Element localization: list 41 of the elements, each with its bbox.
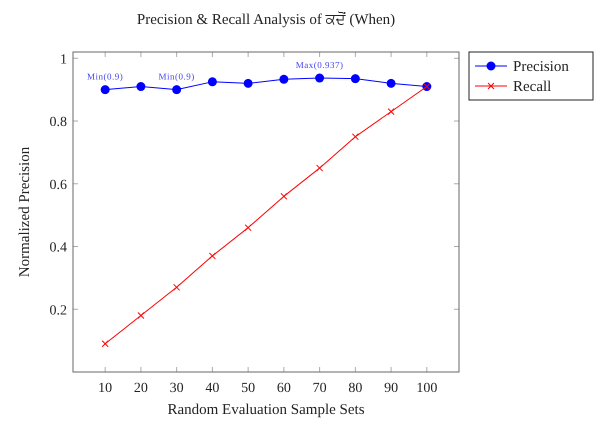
x-tick-label: 10: [98, 381, 112, 396]
y-tick-label: 0.6: [50, 178, 67, 193]
annotation: Min(0.9): [158, 72, 195, 82]
point: [244, 78, 253, 88]
point: [279, 74, 288, 84]
point: [386, 78, 396, 88]
point: [136, 82, 146, 92]
y-tick-label: 0.8: [50, 115, 67, 130]
annotation: Min(0.9): [87, 72, 124, 82]
x-tick-label: 70: [312, 381, 327, 396]
point: [208, 77, 217, 86]
chart-title: Precision & Recall Analysis of ਕਦੋਂ (When): [136, 11, 396, 28]
x-tick-label: 90: [384, 381, 398, 396]
y-tick-label: 1: [60, 52, 67, 68]
y-tick-label: 0.2: [50, 303, 67, 318]
point: [137, 312, 144, 320]
point: [208, 252, 216, 260]
legend-label: Recall: [513, 79, 552, 95]
point: [100, 85, 110, 94]
point: [244, 224, 252, 232]
point: [352, 133, 359, 140]
point: [173, 284, 180, 291]
point: [350, 74, 360, 84]
x-tick-label: 80: [348, 381, 362, 396]
legend-label: Precision: [513, 59, 570, 75]
x-tick-label: 20: [134, 381, 148, 396]
x-axis-title: Random Evaluation Sample Sets: [167, 402, 365, 418]
point: [316, 164, 324, 172]
x-tick-label: 50: [241, 381, 256, 396]
y-tick-label: 0.4: [50, 240, 67, 256]
point: [102, 340, 109, 348]
x-tick-label: 60: [276, 381, 291, 396]
x-tick-label: 40: [205, 381, 220, 396]
y-axis-title: Normalized Precision: [17, 146, 33, 278]
point: [280, 192, 288, 200]
point: [172, 85, 182, 94]
point: [388, 108, 395, 116]
x-tick-label: 100: [416, 381, 438, 396]
annotation: Max(0.937): [296, 60, 344, 70]
x-tick-label: 30: [170, 381, 184, 396]
point: [315, 74, 324, 83]
